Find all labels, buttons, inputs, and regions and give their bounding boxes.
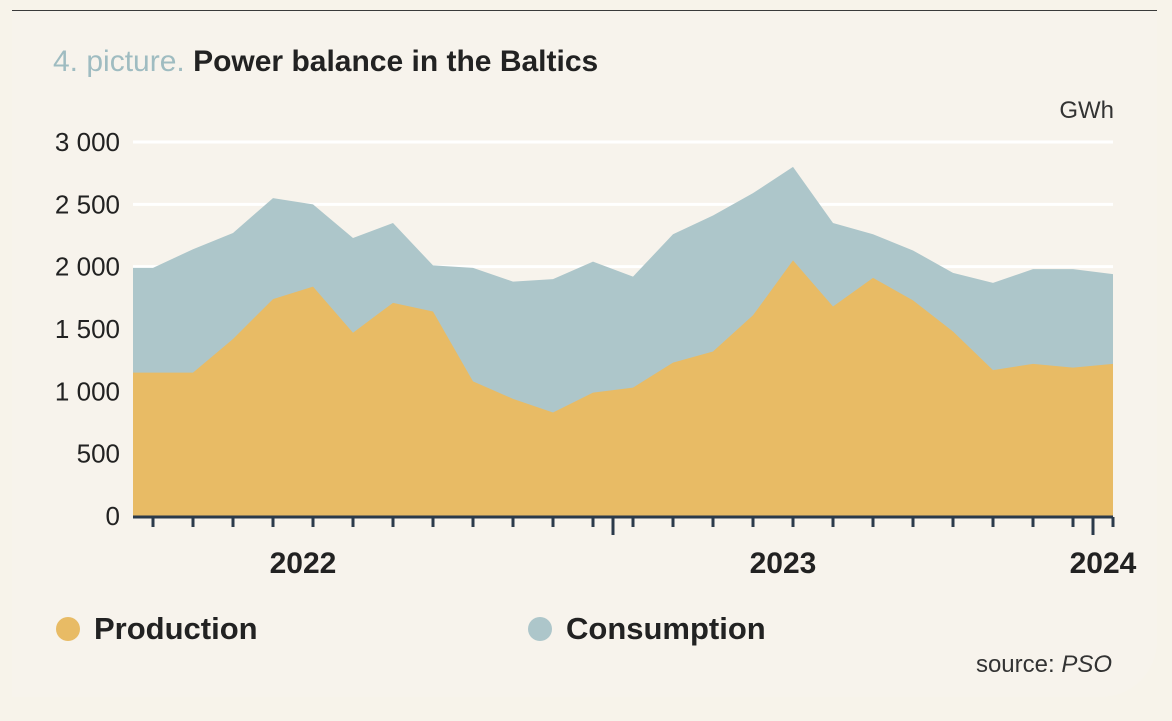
area-production xyxy=(133,260,1113,516)
legend-item-production: Production xyxy=(56,611,258,647)
source-note: source: PSO xyxy=(976,651,1112,679)
x-tick-label: 2022 xyxy=(270,547,337,580)
y-tick-label: 0 xyxy=(106,501,120,531)
title-main: Power balance in the Baltics xyxy=(193,45,599,78)
legend-swatch-production xyxy=(56,617,80,641)
legend-swatch-consumption xyxy=(528,617,552,641)
legend-label-consumption: Consumption xyxy=(566,611,766,646)
chart-card: 4. picture. Power balance in the Baltics… xyxy=(12,10,1157,697)
y-tick-label: 2 000 xyxy=(55,252,120,282)
unit-label: GWh xyxy=(1059,97,1114,124)
y-tick-label: 1 500 xyxy=(55,314,120,344)
legend-item-consumption: Consumption xyxy=(528,611,766,647)
y-tick-label: 1 000 xyxy=(55,376,120,406)
chart-title: 4. picture. Power balance in the Baltics xyxy=(53,45,598,79)
y-tick-label: 500 xyxy=(77,439,120,469)
chart-plot: 0 500 1 000 1 500 2 000 2 500 3 000 2022 2023 202… xyxy=(55,127,1137,580)
y-tick-label: 2 500 xyxy=(55,189,120,219)
title-prefix: 4. picture. xyxy=(53,45,185,78)
x-tick-label: 2023 xyxy=(750,547,817,580)
x-tick-label: 2024 xyxy=(1070,547,1137,580)
y-tick-label: 3 000 xyxy=(55,127,120,157)
source-name: PSO xyxy=(1061,651,1112,678)
legend-label-production: Production xyxy=(94,611,258,646)
source-label: source: xyxy=(975,651,1055,678)
